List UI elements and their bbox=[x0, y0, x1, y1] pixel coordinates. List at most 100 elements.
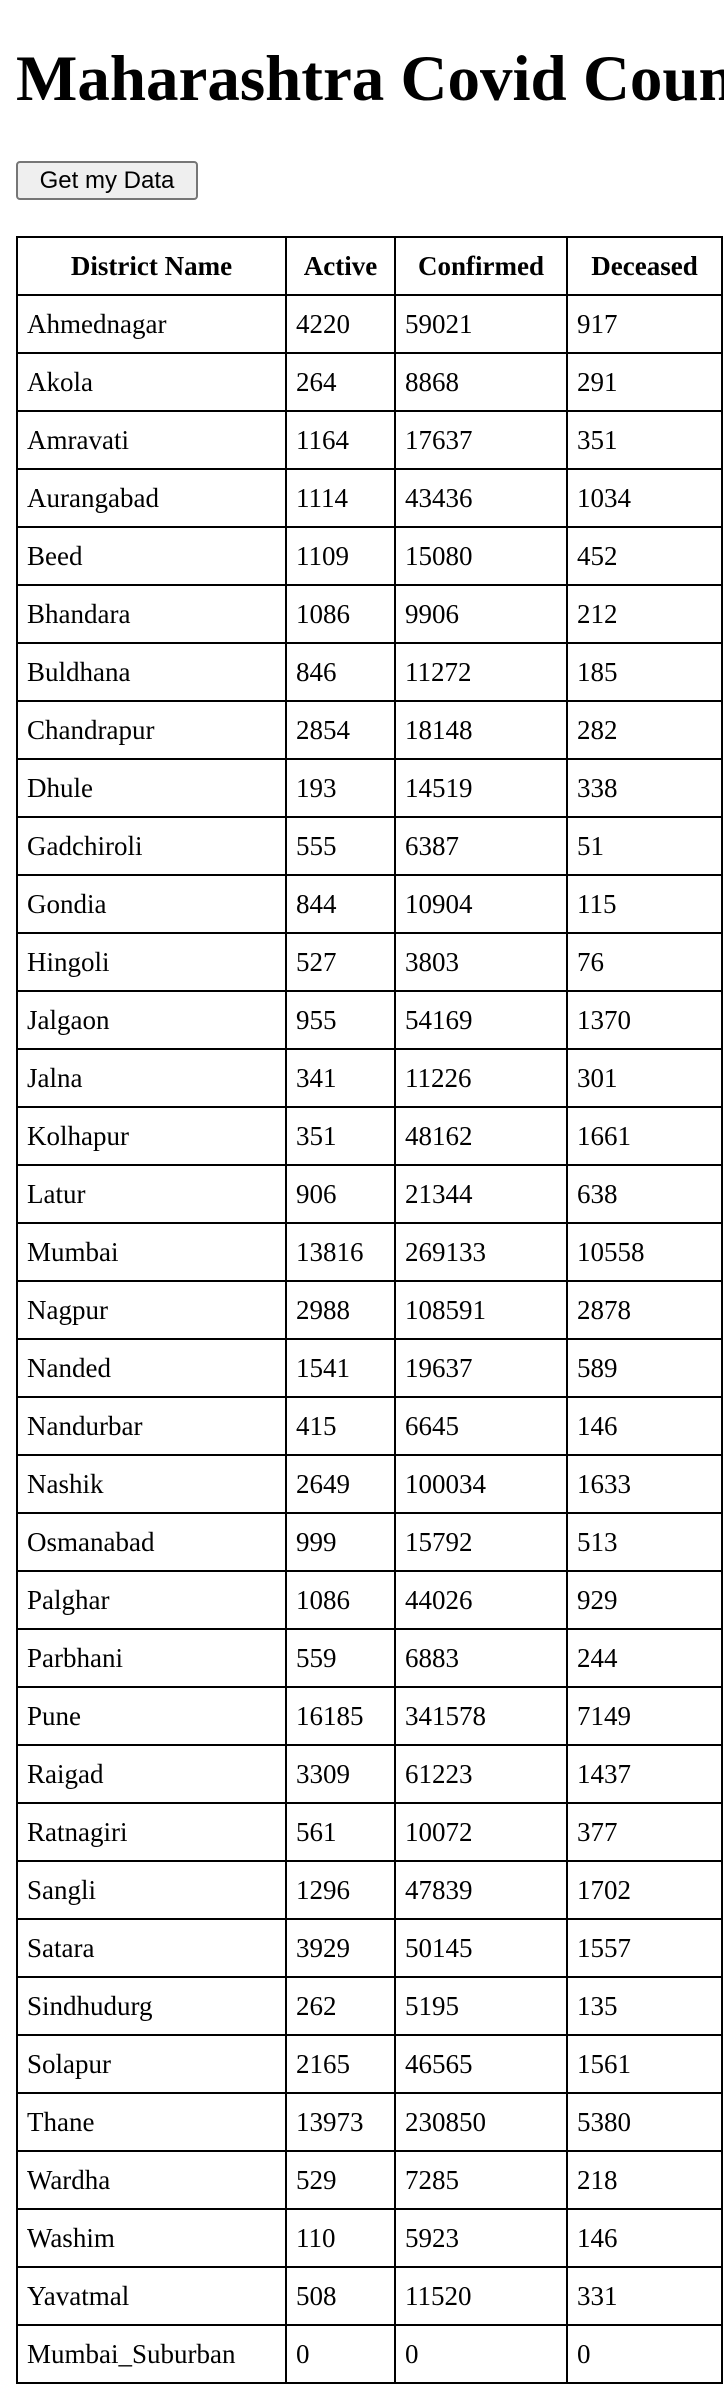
deceased-cell: 638 bbox=[566, 1164, 723, 1224]
active-cell: 846 bbox=[285, 642, 396, 702]
deceased-cell: 1370 bbox=[566, 990, 723, 1050]
active-cell: 559 bbox=[285, 1628, 396, 1688]
deceased-cell: 1702 bbox=[566, 1860, 723, 1920]
column-header-confirmed: Confirmed bbox=[394, 236, 568, 296]
confirmed-cell: 10904 bbox=[394, 874, 568, 934]
table-row: Jalgaon 955 54169 1370 bbox=[16, 990, 723, 1050]
table-row: Chandrapur 2854 18148 282 bbox=[16, 700, 723, 760]
district-name-cell: Nagpur bbox=[16, 1280, 287, 1340]
district-name-cell: Satara bbox=[16, 1918, 287, 1978]
active-cell: 264 bbox=[285, 352, 396, 412]
district-name-cell: Chandrapur bbox=[16, 700, 287, 760]
district-name-cell: Hingoli bbox=[16, 932, 287, 992]
active-cell: 2649 bbox=[285, 1454, 396, 1514]
active-cell: 1296 bbox=[285, 1860, 396, 1920]
table-row: Beed 1109 15080 452 bbox=[16, 526, 723, 586]
table-row: Nandurbar 415 6645 146 bbox=[16, 1396, 723, 1456]
district-name-cell: Ahmednagar bbox=[16, 294, 287, 354]
district-name-cell: Jalna bbox=[16, 1048, 287, 1108]
confirmed-cell: 10072 bbox=[394, 1802, 568, 1862]
confirmed-cell: 54169 bbox=[394, 990, 568, 1050]
confirmed-cell: 48162 bbox=[394, 1106, 568, 1166]
confirmed-cell: 6387 bbox=[394, 816, 568, 876]
active-cell: 1086 bbox=[285, 584, 396, 644]
active-cell: 1086 bbox=[285, 1570, 396, 1630]
table-row: Sindhudurg 262 5195 135 bbox=[16, 1976, 723, 2036]
active-cell: 2988 bbox=[285, 1280, 396, 1340]
district-name-cell: Gondia bbox=[16, 874, 287, 934]
active-cell: 193 bbox=[285, 758, 396, 818]
confirmed-cell: 3803 bbox=[394, 932, 568, 992]
district-name-cell: Buldhana bbox=[16, 642, 287, 702]
table-row: Ahmednagar 4220 59021 917 bbox=[16, 294, 723, 354]
active-cell: 2165 bbox=[285, 2034, 396, 2094]
deceased-cell: 452 bbox=[566, 526, 723, 586]
active-cell: 2854 bbox=[285, 700, 396, 760]
active-cell: 16185 bbox=[285, 1686, 396, 1746]
active-cell: 529 bbox=[285, 2150, 396, 2210]
district-name-cell: Mumbai bbox=[16, 1222, 287, 1282]
deceased-cell: 282 bbox=[566, 700, 723, 760]
table-row: Ratnagiri 561 10072 377 bbox=[16, 1802, 723, 1862]
district-name-cell: Parbhani bbox=[16, 1628, 287, 1688]
deceased-cell: 51 bbox=[566, 816, 723, 876]
table-row: Aurangabad 1114 43436 1034 bbox=[16, 468, 723, 528]
table-row: Buldhana 846 11272 185 bbox=[16, 642, 723, 702]
district-name-cell: Sangli bbox=[16, 1860, 287, 1920]
table-row: Bhandara 1086 9906 212 bbox=[16, 584, 723, 644]
district-name-cell: Aurangabad bbox=[16, 468, 287, 528]
deceased-cell: 2878 bbox=[566, 1280, 723, 1340]
confirmed-cell: 108591 bbox=[394, 1280, 568, 1340]
column-header-deceased: Deceased bbox=[566, 236, 723, 296]
confirmed-cell: 47839 bbox=[394, 1860, 568, 1920]
deceased-cell: 0 bbox=[566, 2324, 723, 2384]
active-cell: 1541 bbox=[285, 1338, 396, 1398]
confirmed-cell: 14519 bbox=[394, 758, 568, 818]
confirmed-cell: 44026 bbox=[394, 1570, 568, 1630]
table-body: Ahmednagar 4220 59021 917 Akola 264 8868 291 Amr… bbox=[16, 294, 723, 2384]
district-table: District Name Active Confirmed Deceased … bbox=[16, 236, 723, 2384]
table-row: Pune 16185 341578 7149 bbox=[16, 1686, 723, 1746]
confirmed-cell: 269133 bbox=[394, 1222, 568, 1282]
active-cell: 110 bbox=[285, 2208, 396, 2268]
column-header-district-name: District Name bbox=[16, 236, 287, 296]
table-row: Yavatmal 508 11520 331 bbox=[16, 2266, 723, 2326]
district-name-cell: Akola bbox=[16, 352, 287, 412]
deceased-cell: 1557 bbox=[566, 1918, 723, 1978]
table-row: Nashik 2649 100034 1633 bbox=[16, 1454, 723, 1514]
confirmed-cell: 341578 bbox=[394, 1686, 568, 1746]
table-row: Washim 110 5923 146 bbox=[16, 2208, 723, 2268]
district-name-cell: Raigad bbox=[16, 1744, 287, 1804]
confirmed-cell: 21344 bbox=[394, 1164, 568, 1224]
active-cell: 3309 bbox=[285, 1744, 396, 1804]
table-row: Sangli 1296 47839 1702 bbox=[16, 1860, 723, 1920]
table-row: Thane 13973 230850 5380 bbox=[16, 2092, 723, 2152]
deceased-cell: 212 bbox=[566, 584, 723, 644]
active-cell: 906 bbox=[285, 1164, 396, 1224]
district-name-cell: Latur bbox=[16, 1164, 287, 1224]
deceased-cell: 929 bbox=[566, 1570, 723, 1630]
district-name-cell: Solapur bbox=[16, 2034, 287, 2094]
active-cell: 4220 bbox=[285, 294, 396, 354]
district-name-cell: Mumbai_Suburban bbox=[16, 2324, 287, 2384]
active-cell: 561 bbox=[285, 1802, 396, 1862]
get-data-button[interactable]: Get my Data bbox=[16, 161, 198, 200]
deceased-cell: 5380 bbox=[566, 2092, 723, 2152]
deceased-cell: 351 bbox=[566, 410, 723, 470]
deceased-cell: 377 bbox=[566, 1802, 723, 1862]
deceased-cell: 1034 bbox=[566, 468, 723, 528]
page-title: Maharashtra Covid Count bbox=[16, 43, 724, 115]
table-row: Parbhani 559 6883 244 bbox=[16, 1628, 723, 1688]
table-row: Wardha 529 7285 218 bbox=[16, 2150, 723, 2210]
active-cell: 955 bbox=[285, 990, 396, 1050]
district-name-cell: Amravati bbox=[16, 410, 287, 470]
deceased-cell: 146 bbox=[566, 1396, 723, 1456]
table-row: Gondia 844 10904 115 bbox=[16, 874, 723, 934]
deceased-cell: 7149 bbox=[566, 1686, 723, 1746]
district-name-cell: Nandurbar bbox=[16, 1396, 287, 1456]
confirmed-cell: 5195 bbox=[394, 1976, 568, 2036]
table-row: Mumbai_Suburban 0 0 0 bbox=[16, 2324, 723, 2384]
deceased-cell: 301 bbox=[566, 1048, 723, 1108]
deceased-cell: 1561 bbox=[566, 2034, 723, 2094]
district-name-cell: Wardha bbox=[16, 2150, 287, 2210]
